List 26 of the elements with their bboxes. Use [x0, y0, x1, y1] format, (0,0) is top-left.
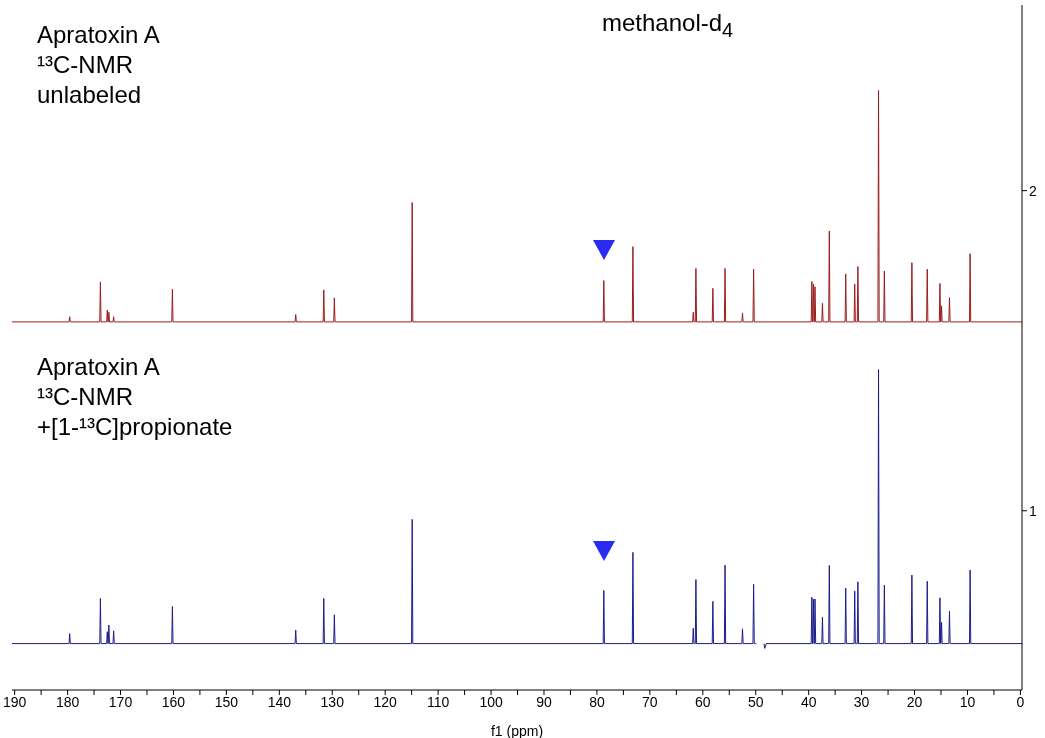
annotation: methanol-d$_{4}$	[602, 8, 734, 43]
x-tick-label: 50	[747, 693, 764, 710]
x-tick-label: 70	[642, 693, 658, 710]
x-tick-label: 130	[320, 693, 345, 710]
y-tick-label: 1	[1029, 502, 1037, 519]
x-tick-label: 0	[1016, 693, 1025, 710]
x-tick-label: 30	[853, 693, 870, 710]
annotation: Apratoxin A ¹³C-NMR +[1-¹³C]propionate	[37, 352, 233, 442]
x-tick-label: 10	[959, 693, 976, 710]
x-tick-label: 140	[267, 693, 292, 710]
x-axis-title: f1 (ppm)	[490, 723, 544, 738]
annotation: Apratoxin A ¹³C-NMR unlabeled	[37, 20, 160, 110]
x-tick-label: 120	[373, 693, 398, 710]
x-tick-label: 190	[2, 693, 27, 710]
x-tick-label: 110	[426, 693, 450, 710]
x-tick-label: 20	[906, 693, 923, 710]
x-tick-label: 90	[536, 693, 552, 710]
x-tick-label: 160	[161, 693, 186, 710]
x-tick-label: 40	[800, 693, 817, 710]
x-tick-label: 170	[108, 693, 133, 710]
x-tick-label: 80	[589, 693, 605, 710]
x-tick-label: 100	[479, 693, 503, 710]
x-tick-label: 180	[55, 693, 80, 710]
x-tick-label: 60	[695, 693, 711, 710]
x-tick-label: 150	[214, 693, 239, 710]
y-tick-label: 2	[1029, 182, 1037, 199]
